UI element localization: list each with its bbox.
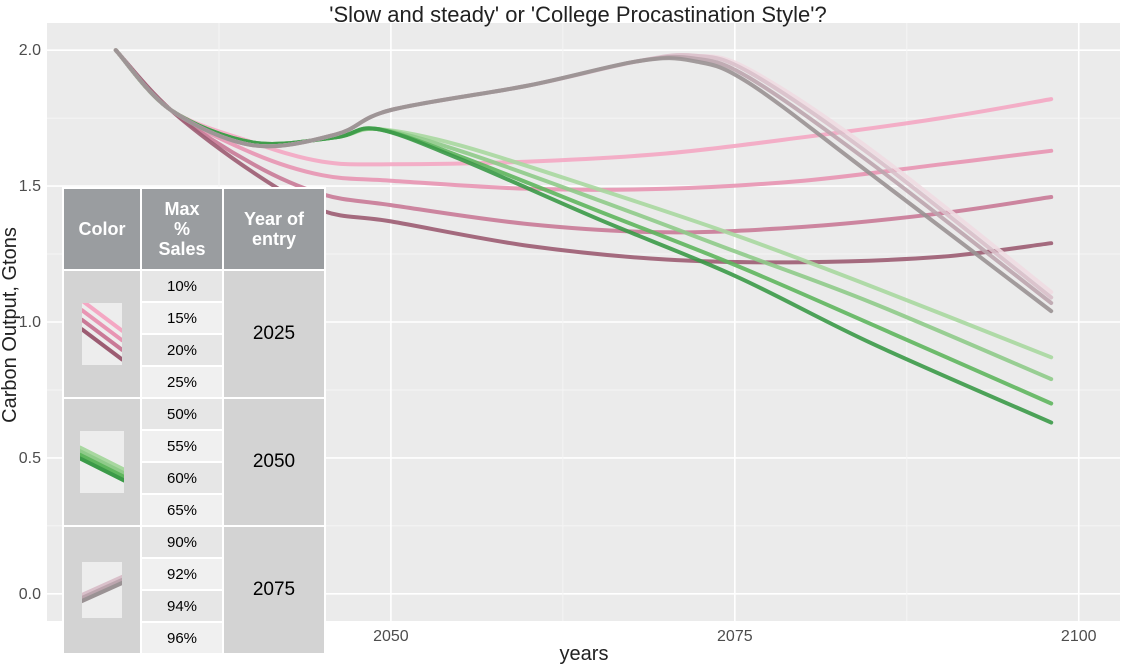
legend-percent: 10%: [140, 269, 224, 303]
legend-year: 2075: [222, 525, 326, 655]
legend-percent: 96%: [140, 621, 224, 655]
legend-percent: 90%: [140, 525, 224, 559]
swatch-stroke: [82, 308, 122, 343]
legend-header-max-sales: Max % Sales: [140, 187, 224, 271]
legend-header-color: Color: [62, 187, 142, 271]
series-line-96pct: [113, 48, 1054, 314]
legend-swatch-cell: [62, 525, 142, 655]
legend-table: Color Max % Sales Year of entry 10% 2025…: [62, 187, 326, 655]
swatch-stroke: [80, 452, 124, 479]
swatch-stroke: [82, 578, 122, 600]
legend-swatch-cell: [62, 269, 142, 399]
legend-swatch-2050: [80, 431, 124, 493]
legend-percent: 94%: [140, 589, 224, 623]
y-tick-label: 0.0: [19, 586, 41, 603]
y-tick-label: 2.0: [19, 42, 41, 59]
series-lines: [113, 48, 1054, 425]
swatch-stroke: [82, 581, 122, 603]
series-line-65pct: [113, 48, 1054, 425]
legend-year: 2050: [222, 397, 326, 527]
y-tick-label: 1.5: [19, 178, 41, 195]
y-tick-labels: 0.0 0.5 1.0 1.5 2.0: [19, 42, 41, 603]
legend-header-year-of-entry: Year of entry: [222, 187, 326, 271]
x-tick-label: 2100: [1061, 628, 1097, 645]
legend-year: 2025: [222, 269, 326, 399]
swatch-stroke: [80, 456, 124, 483]
legend-swatch-2075: [82, 562, 122, 618]
x-tick-labels: 2050 2075 2100: [373, 628, 1097, 645]
x-tick-label: 2075: [717, 628, 753, 645]
x-axis-label: years: [560, 643, 609, 665]
swatch-stroke: [82, 303, 122, 333]
legend-swatch-2025: [82, 303, 122, 365]
swatch-stroke: [80, 445, 124, 472]
legend-percent: 50%: [140, 397, 224, 431]
legend-percent: 55%: [140, 429, 224, 463]
legend-percent: 15%: [140, 301, 224, 335]
y-tick-label: 1.0: [19, 314, 41, 331]
swatch-stroke: [82, 317, 122, 352]
legend-percent: 60%: [140, 461, 224, 495]
legend-percent: 20%: [140, 333, 224, 367]
y-axis-label: Carbon Output, Gtons: [0, 227, 21, 423]
y-tick-label: 0.5: [19, 450, 41, 467]
series-line-20pct: [113, 48, 1054, 235]
swatch-stroke: [80, 449, 124, 476]
legend-swatch-cell: [62, 397, 142, 527]
legend-percent: 92%: [140, 557, 224, 591]
x-tick-label: 2050: [373, 628, 409, 645]
legend-percent: 25%: [140, 365, 224, 399]
swatch-stroke: [82, 575, 122, 597]
chart-title: 'Slow and steady' or 'College Procastina…: [329, 2, 826, 27]
series-line-25pct: [113, 48, 1054, 265]
swatch-stroke: [82, 327, 122, 362]
legend-percent: 65%: [140, 493, 224, 527]
